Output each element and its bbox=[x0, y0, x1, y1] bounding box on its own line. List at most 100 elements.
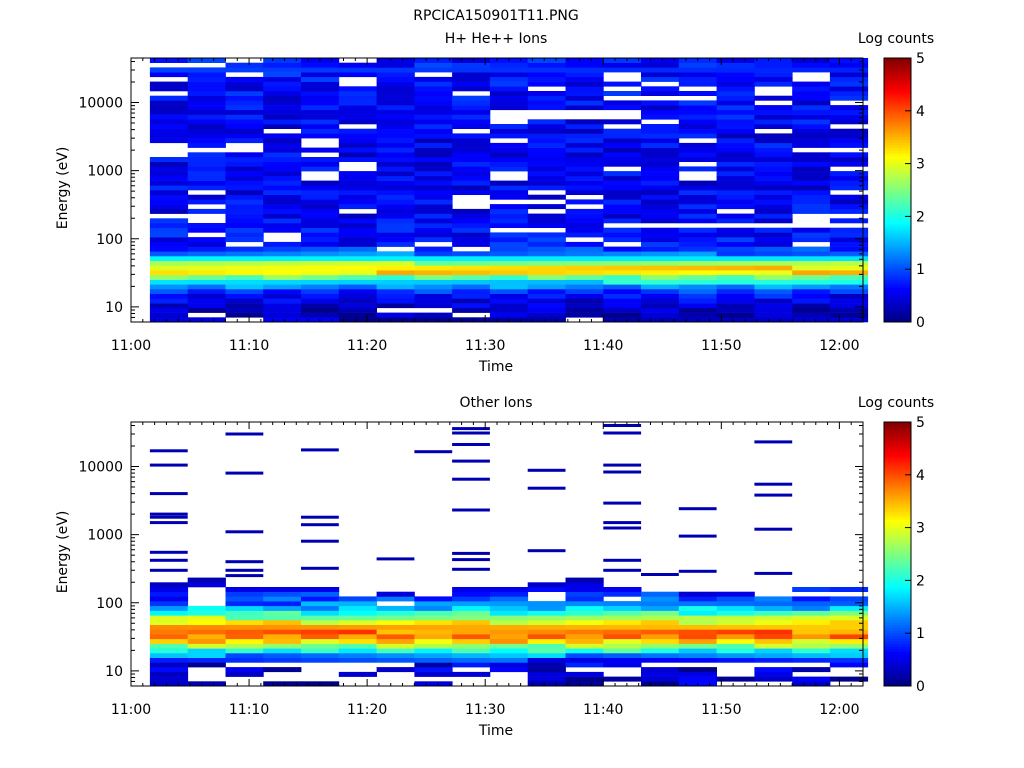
heatmap-cell bbox=[452, 86, 491, 92]
heatmap-cell bbox=[716, 81, 755, 87]
heatmap-cell bbox=[263, 76, 302, 82]
heatmap-cell bbox=[829, 91, 869, 96]
heatmap-cell bbox=[187, 152, 226, 158]
heatmap-cell bbox=[338, 152, 377, 158]
colorbar-swatch bbox=[884, 160, 911, 164]
heatmap-cell bbox=[565, 634, 604, 640]
colorbar-swatch bbox=[884, 68, 911, 72]
heatmap-cell bbox=[527, 157, 566, 162]
heatmap-cell bbox=[716, 62, 755, 68]
heatmap-cell bbox=[716, 615, 755, 621]
heatmap-cell bbox=[716, 133, 755, 139]
colorbar-tick-label: 4 bbox=[916, 468, 925, 484]
heatmap-cell bbox=[829, 260, 869, 266]
heatmap-cell bbox=[225, 274, 264, 280]
heatmap-cell bbox=[301, 293, 340, 299]
y-tick-label: 10000 bbox=[78, 460, 123, 476]
heatmap-cell bbox=[187, 624, 226, 630]
heatmap-cell bbox=[452, 298, 491, 304]
colorbar-swatch bbox=[884, 498, 911, 502]
heatmap-cell bbox=[565, 289, 604, 294]
heatmap-cell bbox=[641, 58, 680, 63]
colorbar-swatch bbox=[884, 240, 911, 244]
heatmap-cell bbox=[603, 119, 642, 125]
heatmap-cell bbox=[301, 601, 340, 607]
heatmap-cell bbox=[338, 62, 377, 68]
heatmap-cell bbox=[829, 204, 869, 210]
heatmap-cell bbox=[187, 124, 226, 129]
heatmap-cell bbox=[149, 227, 189, 233]
heatmap-cell bbox=[225, 591, 264, 597]
heatmap-cell bbox=[225, 128, 264, 134]
panel-hplus-heplusplus: H+ He++ Ions Log counts Time Energy (eV)… bbox=[55, 31, 934, 375]
heatmap-cell bbox=[565, 256, 604, 261]
heatmap-cell bbox=[301, 251, 340, 257]
heatmap-cell bbox=[187, 223, 226, 228]
colorbar-swatch bbox=[884, 213, 911, 217]
heatmap-cell bbox=[149, 133, 189, 139]
colorbar-swatch bbox=[884, 142, 911, 146]
heatmap-cell bbox=[641, 591, 680, 597]
heatmap-cell bbox=[489, 657, 529, 663]
heatmap-cell bbox=[414, 105, 453, 111]
heatmap-cell bbox=[678, 194, 717, 200]
colorbar-swatch bbox=[884, 256, 911, 260]
heatmap-cell bbox=[527, 95, 566, 101]
colorbar-swatch bbox=[884, 464, 911, 468]
heatmap-cell bbox=[489, 610, 529, 616]
heatmap-cell bbox=[301, 124, 340, 129]
heatmap-cell bbox=[754, 596, 793, 602]
heatmap-cell bbox=[716, 605, 755, 611]
colorbar-swatch bbox=[884, 248, 911, 252]
heatmap-cell bbox=[754, 105, 793, 111]
heatmap-cell bbox=[565, 279, 604, 285]
heatmap-cell bbox=[414, 657, 453, 663]
heatmap-cell bbox=[376, 147, 415, 153]
heatmap-cell bbox=[338, 657, 377, 663]
heatmap-cell bbox=[754, 194, 793, 200]
heatmap-cell bbox=[414, 643, 453, 649]
x-axis-label: Time bbox=[478, 723, 513, 739]
heatmap-cell bbox=[452, 671, 491, 677]
heatmap-cell bbox=[754, 241, 793, 247]
heatmap-cell bbox=[603, 284, 642, 290]
heatmap-cell bbox=[829, 152, 869, 158]
heatmap-cell bbox=[225, 667, 264, 673]
heatmap-cell bbox=[641, 629, 680, 635]
colorbar-swatch bbox=[884, 641, 911, 645]
heatmap-cell bbox=[716, 128, 755, 134]
heatmap-cell bbox=[376, 605, 415, 611]
heatmap-cell bbox=[338, 138, 377, 144]
heatmap-cell bbox=[414, 171, 453, 177]
heatmap-cell bbox=[678, 312, 717, 318]
heatmap-cell bbox=[376, 114, 415, 120]
heatmap-cell bbox=[338, 601, 377, 607]
heatmap-cell bbox=[263, 265, 302, 271]
heatmap-cell bbox=[376, 317, 415, 323]
colorbar-swatch bbox=[884, 232, 911, 236]
heatmap-cell bbox=[641, 62, 680, 68]
heatmap-cell bbox=[754, 298, 793, 304]
heatmap-cell bbox=[225, 133, 264, 139]
heatmap-cell bbox=[489, 601, 529, 607]
heatmap-cell bbox=[565, 312, 604, 318]
heatmap-cell bbox=[452, 67, 491, 73]
heatmap-cell bbox=[678, 241, 717, 247]
heatmap-cell bbox=[149, 237, 189, 243]
colorbar-swatch bbox=[884, 269, 911, 273]
heatmap-cell bbox=[754, 185, 793, 191]
heatmap-cell bbox=[527, 147, 566, 153]
colorbar-swatch bbox=[884, 488, 911, 492]
heatmap-cell bbox=[452, 241, 491, 247]
heatmap-cell bbox=[489, 591, 529, 597]
heatmap-cell bbox=[527, 486, 566, 490]
heatmap-cell bbox=[149, 591, 189, 597]
heatmap-cell bbox=[263, 199, 302, 205]
heatmap-cell bbox=[301, 591, 340, 597]
heatmap-cell bbox=[527, 657, 566, 663]
heatmap-cell bbox=[527, 62, 566, 68]
heatmap-cell bbox=[149, 582, 189, 588]
heatmap-cell bbox=[225, 615, 264, 621]
heatmap-cell bbox=[829, 605, 869, 611]
